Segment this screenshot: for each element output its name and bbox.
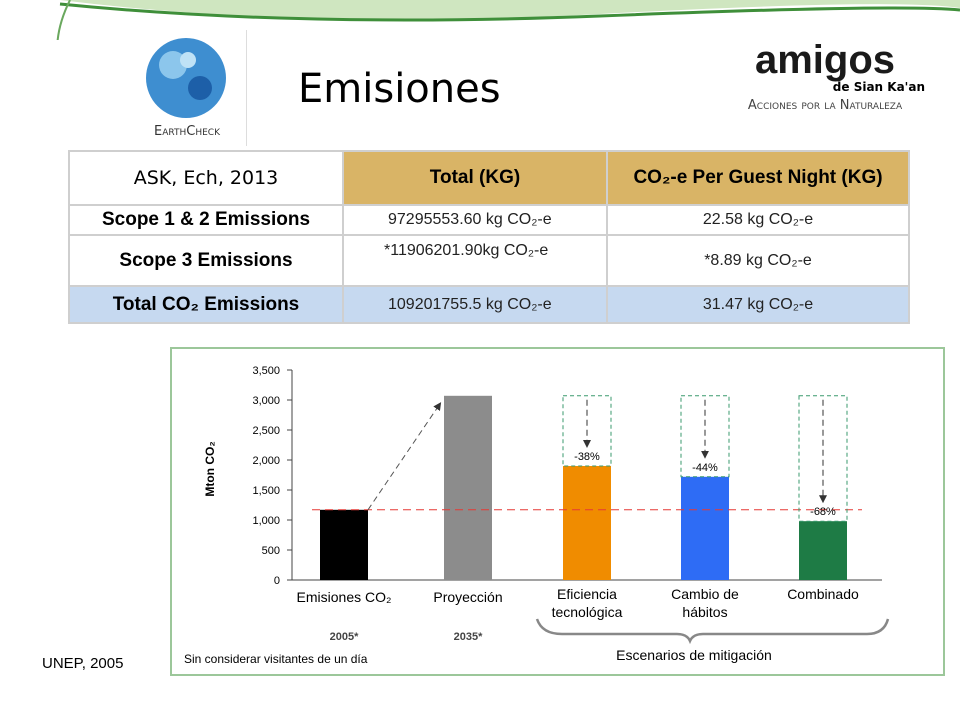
- cell: 31.47 kg CO₂-e: [606, 285, 910, 324]
- chart-note: Sin considerar visitantes de un día: [184, 652, 368, 666]
- reduction-box: [680, 395, 730, 478]
- y-tick-label: 2,000: [252, 455, 280, 467]
- y-tick-label: 1,000: [252, 515, 280, 527]
- cell: 97295553.60 kg CO₂-e: [342, 204, 608, 236]
- amigos-logo: amigos de Sian Ka'an Acciones por la Nat…: [705, 40, 945, 113]
- y-tick-label: 500: [262, 545, 280, 557]
- earthcheck-logo: EarthCheck: [128, 30, 247, 146]
- cell: *8.89 kg CO₂-e: [606, 234, 910, 287]
- column-header: Total (KG): [342, 150, 608, 206]
- y-tick-label: 3,000: [252, 395, 280, 407]
- logo-tagline: Acciones por la Naturaleza: [747, 98, 903, 113]
- group-label: Escenarios de mitigación: [616, 647, 772, 663]
- x-tick-label: Combinado: [787, 586, 859, 602]
- y-tick-label: 0: [274, 575, 280, 587]
- y-axis-label: Mton CO₂: [203, 441, 217, 496]
- y-tick-label: 1,500: [252, 485, 280, 497]
- bar: [799, 521, 847, 580]
- cell: 109201755.5 kg CO₂-e: [342, 285, 608, 324]
- bar: [444, 395, 492, 580]
- row-header: Total CO₂ Emissions: [68, 285, 344, 324]
- cell: 22.58 kg CO₂-e: [606, 204, 910, 236]
- row-header: Scope 1 & 2 Emissions: [68, 204, 344, 236]
- y-tick-label: 2,500: [252, 425, 280, 437]
- brace: [535, 618, 890, 645]
- row-header: Scope 3 Emissions: [68, 234, 344, 287]
- slide-title: Emisiones: [298, 66, 501, 112]
- x-tick-label: Proyección: [433, 589, 503, 605]
- x-tick-label: Emisiones CO₂: [296, 589, 392, 605]
- bar: [320, 509, 368, 580]
- source: UNEP, 2005: [42, 655, 124, 672]
- year-label: 2035*: [454, 631, 483, 643]
- cell: *11906201.90kg CO₂-e: [342, 234, 608, 287]
- bar: [681, 476, 729, 580]
- year-label: 2005*: [330, 631, 359, 643]
- reduction-label: -44%: [692, 462, 718, 474]
- logo-name: amigos: [754, 38, 896, 82]
- x-tick-label: Eficiencia tecnológica: [551, 586, 623, 620]
- logo-text: EarthCheck: [154, 124, 220, 139]
- table-caption: ASK, Ech, 2013: [68, 150, 344, 206]
- bar: [563, 466, 611, 580]
- logo-place: de Sian Ka'an: [832, 80, 925, 94]
- reduction-label: -38%: [574, 451, 600, 463]
- reduction-box: [562, 395, 612, 467]
- growth-arrow: [367, 402, 442, 511]
- emissions-table: ASK, Ech, 2013 Total (KG) CO₂-e Per Gues…: [68, 150, 910, 324]
- globe-icon: [146, 38, 226, 118]
- chart-panel: Mton CO₂ Escenarios de mitigación Sin co…: [170, 347, 945, 676]
- vine-decoration: [56, 0, 960, 40]
- reduction-box: [798, 395, 848, 522]
- y-tick-label: 3,500: [252, 365, 280, 377]
- x-tick-label: Cambio de hábitos: [671, 586, 739, 620]
- column-header: CO₂-e Per Guest Night (KG): [606, 150, 910, 206]
- chart: Mton CO₂ Escenarios de mitigación Sin co…: [184, 365, 890, 666]
- reduction-label: -68%: [810, 506, 836, 518]
